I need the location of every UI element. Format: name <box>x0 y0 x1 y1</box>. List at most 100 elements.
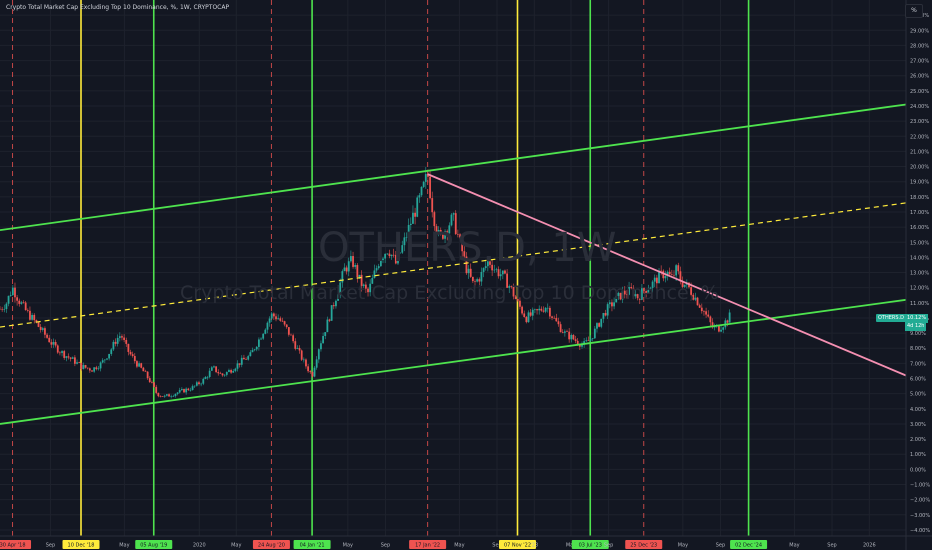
x-tick-label: '23 <box>530 543 538 549</box>
candle-body <box>476 279 479 282</box>
candle-body <box>574 339 577 341</box>
candle-body <box>1 308 4 310</box>
time-axis: 30 Apr '18 Sep 10 Dec '18 May 05 Aug '19 2020… <box>0 535 932 549</box>
candle-body <box>206 376 209 378</box>
candle-body <box>606 304 609 316</box>
candle-body <box>469 268 472 277</box>
candle-body <box>195 382 198 386</box>
candle-body <box>266 322 269 330</box>
candle-body <box>668 271 671 275</box>
candle-body <box>84 365 87 368</box>
candle-body <box>705 311 707 315</box>
candle-body <box>529 312 532 316</box>
candle-body <box>666 271 669 276</box>
candle-body <box>176 392 179 394</box>
candle-body <box>403 237 406 246</box>
candle-body <box>270 313 273 319</box>
candle-body <box>548 307 551 317</box>
candle-body <box>489 261 491 265</box>
candle-body <box>442 233 444 239</box>
x-tick-label: Sep <box>381 543 390 549</box>
x-tick-badge-red <box>0 540 32 549</box>
x-tick-label: 02 Dec '24 <box>735 543 762 549</box>
candle-body <box>118 336 121 338</box>
candle-body <box>225 371 228 375</box>
candle-body <box>615 295 618 303</box>
candle-body <box>651 281 654 288</box>
candle-body <box>677 265 680 272</box>
x-tick-badge-red <box>252 540 290 549</box>
candle-body <box>341 271 344 283</box>
candle-body <box>168 394 170 397</box>
downtrend-line <box>427 173 907 377</box>
candle-body <box>86 367 89 369</box>
candle-body <box>174 393 177 397</box>
candle-body <box>478 279 481 282</box>
y-tick-label: 27.00% <box>910 59 929 65</box>
candle-body <box>155 386 158 393</box>
candle-body <box>302 359 305 361</box>
candle-body <box>144 371 147 372</box>
candle-body <box>339 282 342 295</box>
candle-body <box>354 265 357 267</box>
candle-body <box>108 353 111 359</box>
candle-body <box>360 274 363 287</box>
candle-body <box>598 323 601 327</box>
candle-body <box>583 341 586 345</box>
candle-body <box>324 332 327 336</box>
candle-body <box>140 363 143 368</box>
candle-body <box>50 342 53 345</box>
candle-body <box>593 328 596 339</box>
candle-body <box>572 334 575 340</box>
x-tick-label: 2020 <box>193 543 206 549</box>
candle-body <box>531 309 534 316</box>
candle-body <box>305 359 307 367</box>
candle-body <box>5 303 8 310</box>
candle-body <box>456 234 459 235</box>
x-tick-label: 10 Dec '18 <box>68 543 95 549</box>
candle-body <box>617 292 620 296</box>
candle-body <box>613 302 615 307</box>
candle-body <box>347 261 350 272</box>
candle-body <box>236 363 239 369</box>
candle-body <box>382 258 384 260</box>
y-tick-label: 26.00% <box>910 74 929 80</box>
candle-body <box>662 270 665 279</box>
x-tick-label: May <box>454 543 464 549</box>
candle-body <box>311 372 314 377</box>
candle-body <box>621 290 624 300</box>
candle-body <box>437 229 440 233</box>
candle-body <box>641 288 643 300</box>
x-tick-label: 04 Jan '21 <box>300 543 325 549</box>
candle-body <box>405 237 408 238</box>
candle-body <box>557 321 560 325</box>
candle-body <box>364 284 367 289</box>
y-tick-label: 0.00% <box>910 467 926 473</box>
candle-body <box>647 290 650 294</box>
candle-body <box>131 354 134 356</box>
candle-body <box>76 362 78 364</box>
watermark-symbol: OTHERS.D, 1W <box>318 225 617 271</box>
candle-body <box>283 321 286 325</box>
candle-body <box>343 267 346 272</box>
candle-body <box>253 349 256 351</box>
y-tick-label: 14.00% <box>910 255 929 261</box>
candle-body <box>655 277 658 284</box>
candle-body <box>720 329 722 332</box>
x-tick-label: May <box>231 543 241 549</box>
candle-body <box>33 314 36 321</box>
candle-body <box>69 357 72 359</box>
candle-body <box>658 270 660 284</box>
x-tick-label: Sep <box>604 543 613 549</box>
x-tick-label: 2026 <box>863 543 876 549</box>
candle-body <box>570 334 573 340</box>
candle-body <box>431 198 434 213</box>
candle-body <box>446 231 449 234</box>
candle-body <box>210 367 213 371</box>
candle-body <box>703 311 705 312</box>
candle-body <box>67 356 70 358</box>
candle-body <box>369 283 372 293</box>
percent-scale-button[interactable]: % <box>905 4 923 18</box>
candle-body <box>506 273 509 288</box>
